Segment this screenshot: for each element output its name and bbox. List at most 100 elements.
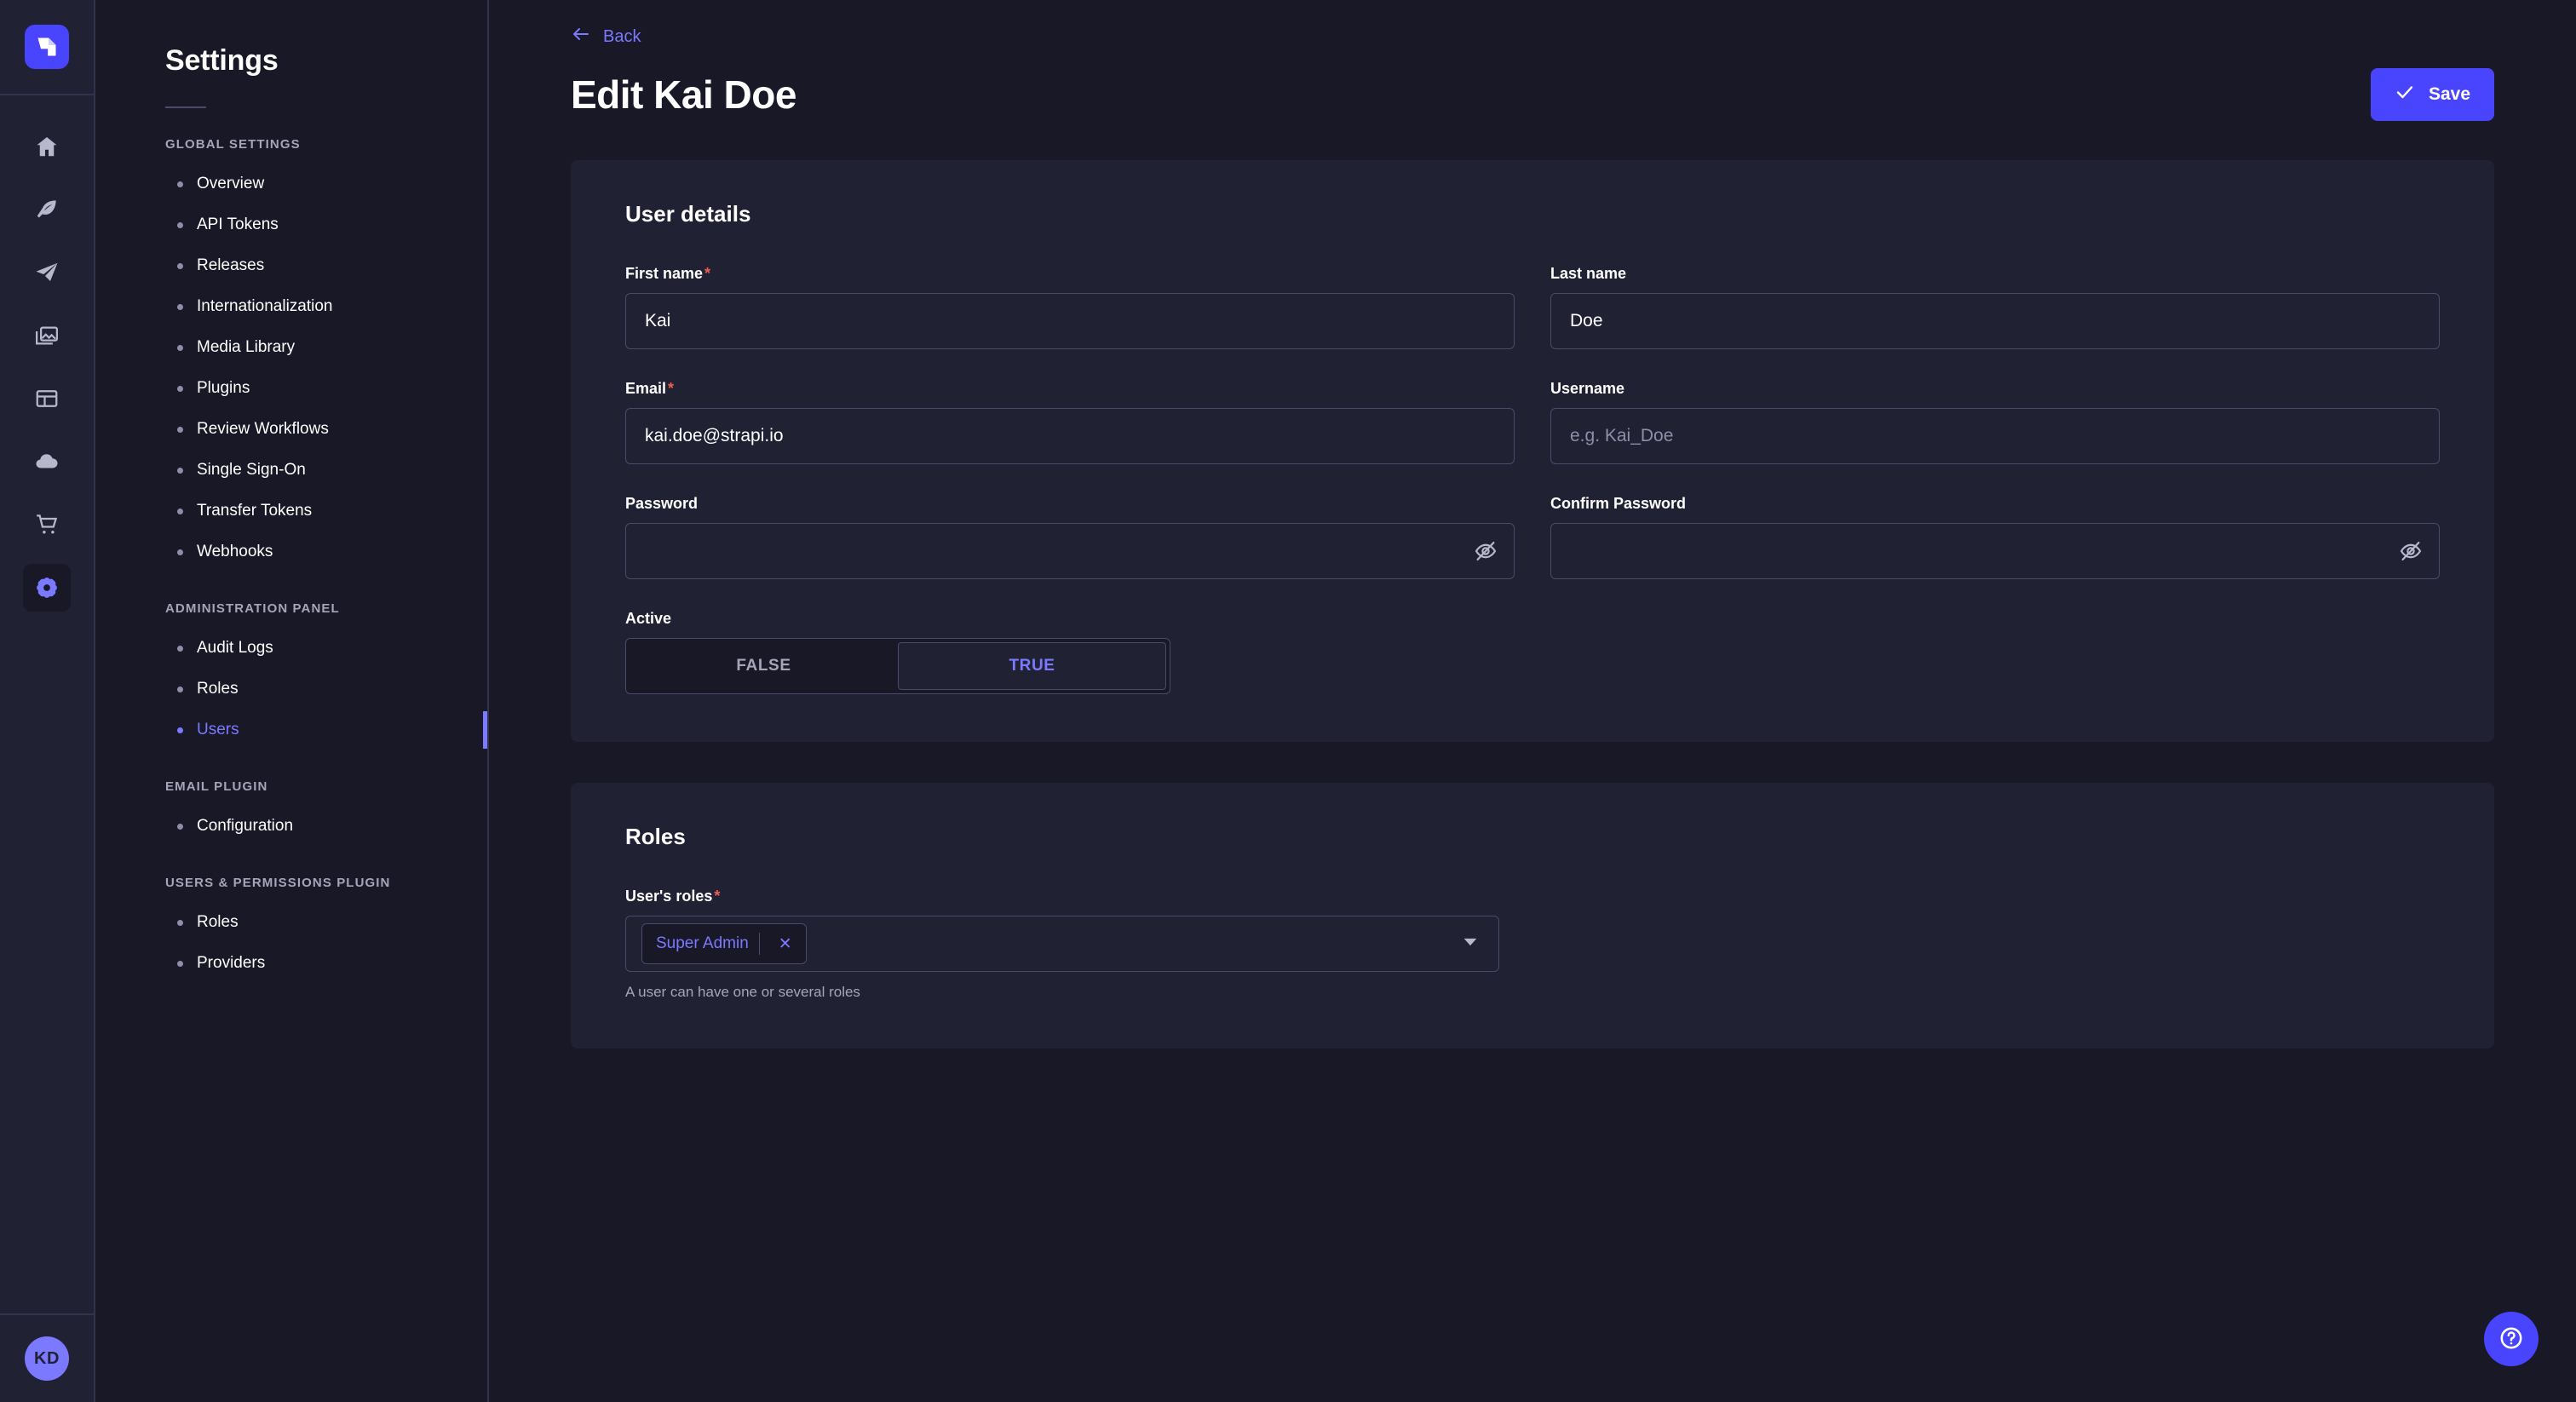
username-input-wrap (1550, 408, 2440, 464)
save-button[interactable]: Save (2370, 68, 2494, 121)
password-field-group: Password (625, 495, 1515, 579)
bullet-icon (177, 727, 183, 733)
rail-item-settings[interactable] (23, 564, 71, 612)
active-toggle-true[interactable]: TRUE (898, 642, 1166, 690)
users-roles-select[interactable]: Super Admin ✕ (625, 916, 1499, 972)
rail-item-home[interactable] (23, 123, 71, 170)
sidebar-section-label: USERS & PERMISSIONS PLUGIN (165, 876, 391, 890)
roles-title: Roles (625, 824, 686, 849)
users-roles-label: User's roles * (625, 888, 2440, 905)
sidebar-item-providers[interactable]: Providers (95, 943, 487, 984)
sidebar-item-releases[interactable]: Releases (95, 245, 487, 286)
bullet-icon (177, 960, 183, 967)
cloud-icon (34, 449, 60, 474)
username-label: Username (1550, 380, 2440, 398)
username-input[interactable] (1550, 408, 2440, 464)
rail-footer: KD (0, 1313, 94, 1402)
chevron-down-icon[interactable] (1461, 933, 1480, 956)
home-icon (34, 134, 60, 159)
sidebar-item-label: Single Sign-On (197, 461, 306, 479)
confirm-password-input[interactable] (1550, 523, 2440, 579)
sidebar-item-label: Internationalization (197, 297, 333, 315)
first-name-label-text: First name (625, 265, 704, 282)
email-label: Email * (625, 380, 1515, 398)
title-bar: Edit Kai Doe Save (571, 68, 2494, 121)
sidebar-section-label: GLOBAL SETTINGS (165, 137, 301, 152)
required-asterisk: * (704, 265, 711, 282)
back-label: Back (603, 26, 641, 46)
rail-item-list (23, 123, 71, 612)
sidebar-nav-list: Roles Providers (95, 902, 487, 984)
roles-card: Roles User's roles * Super Admin ✕ A user… (571, 783, 2494, 1049)
avatar[interactable]: KD (25, 1336, 69, 1381)
confirm-password-field-group: Confirm Password (1550, 495, 2440, 579)
last-name-label-text: Last name (1550, 265, 1627, 282)
confirm-password-visibility-toggle[interactable] (2399, 539, 2423, 563)
check-icon (2395, 82, 2415, 107)
content-area: User details First name* Last name (489, 121, 2576, 1049)
password-visibility-toggle[interactable] (1474, 539, 1498, 563)
email-label-text: Email (625, 380, 667, 397)
bullet-icon (177, 181, 183, 187)
settings-sidebar: Settings GLOBAL SETTINGS Overview API To… (95, 0, 489, 1402)
bullet-icon (177, 467, 183, 474)
last-name-input[interactable] (1550, 293, 2440, 349)
sidebar-item-webhooks[interactable]: Webhooks (95, 531, 487, 572)
first-name-field-group: First name * (625, 265, 1515, 349)
sidebar-item-label: API Tokens (197, 215, 279, 233)
sidebar-item-label: Audit Logs (197, 639, 273, 657)
sidebar-item-label: Overview (197, 175, 265, 192)
sidebar-section-email-plugin: EMAIL PLUGIN Configuration (95, 779, 487, 847)
rail-item-media-library[interactable] (23, 312, 71, 359)
sidebar-item-api-tokens[interactable]: API Tokens (95, 204, 487, 245)
sidebar-nav-list: Configuration (95, 806, 487, 847)
first-name-label: First name * (625, 265, 1515, 283)
confirm-password-label: Confirm Password (1550, 495, 2440, 513)
role-tag-super-admin: Super Admin ✕ (641, 923, 807, 964)
sidebar-item-roles-users-permissions[interactable]: Roles (95, 902, 487, 943)
rail-item-layout[interactable] (23, 375, 71, 422)
confirm-password-label-text: Confirm Password (1550, 495, 1687, 512)
sidebar-item-label: Configuration (197, 817, 294, 835)
sidebar-nav-list: Overview API Tokens Releases Internation… (95, 164, 487, 572)
sidebar-item-audit-logs[interactable]: Audit Logs (95, 628, 487, 669)
bullet-icon (177, 426, 183, 433)
email-input[interactable] (625, 408, 1515, 464)
required-asterisk: * (668, 380, 675, 397)
user-details-title: User details (625, 201, 751, 227)
back-link[interactable]: Back (571, 24, 641, 49)
active-toggle-false[interactable]: FALSE (630, 642, 898, 690)
eye-off-icon (1474, 541, 1498, 566)
active-field-spacer (1550, 610, 2440, 694)
rail-item-marketplace[interactable] (23, 501, 71, 549)
help-button[interactable] (2484, 1312, 2539, 1366)
close-icon[interactable]: ✕ (770, 934, 801, 954)
sidebar-item-users[interactable]: Users (95, 710, 487, 750)
sidebar-divider (165, 106, 206, 108)
password-label: Password (625, 495, 1515, 513)
first-name-input[interactable] (625, 293, 1515, 349)
sidebar-item-overview[interactable]: Overview (95, 164, 487, 204)
bullet-icon (177, 344, 183, 351)
page-header: Back Edit Kai Doe Save (489, 0, 2576, 121)
feather-icon (34, 197, 60, 222)
rail-item-content-manager[interactable] (23, 186, 71, 233)
sidebar-item-internationalization[interactable]: Internationalization (95, 286, 487, 327)
sidebar-item-roles-admin[interactable]: Roles (95, 669, 487, 710)
arrow-left-icon (571, 24, 591, 49)
save-label: Save (2428, 84, 2470, 104)
sidebar-item-media-library[interactable]: Media Library (95, 327, 487, 368)
sidebar-item-single-sign-on[interactable]: Single Sign-On (95, 450, 487, 491)
sidebar-item-plugins[interactable]: Plugins (95, 368, 487, 409)
active-toggle-group: FALSE TRUE (625, 638, 1170, 694)
rail-item-content-type-builder[interactable] (23, 249, 71, 296)
rail-item-cloud[interactable] (23, 438, 71, 486)
password-input[interactable] (625, 523, 1515, 579)
sidebar-item-label: Webhooks (197, 543, 273, 560)
sidebar-item-transfer-tokens[interactable]: Transfer Tokens (95, 491, 487, 531)
sidebar-item-configuration[interactable]: Configuration (95, 806, 487, 847)
page-title: Edit Kai Doe (571, 72, 796, 117)
sidebar-nav-list: Audit Logs Roles Users (95, 628, 487, 750)
strapi-logo-icon[interactable] (25, 25, 69, 69)
sidebar-item-review-workflows[interactable]: Review Workflows (95, 409, 487, 450)
